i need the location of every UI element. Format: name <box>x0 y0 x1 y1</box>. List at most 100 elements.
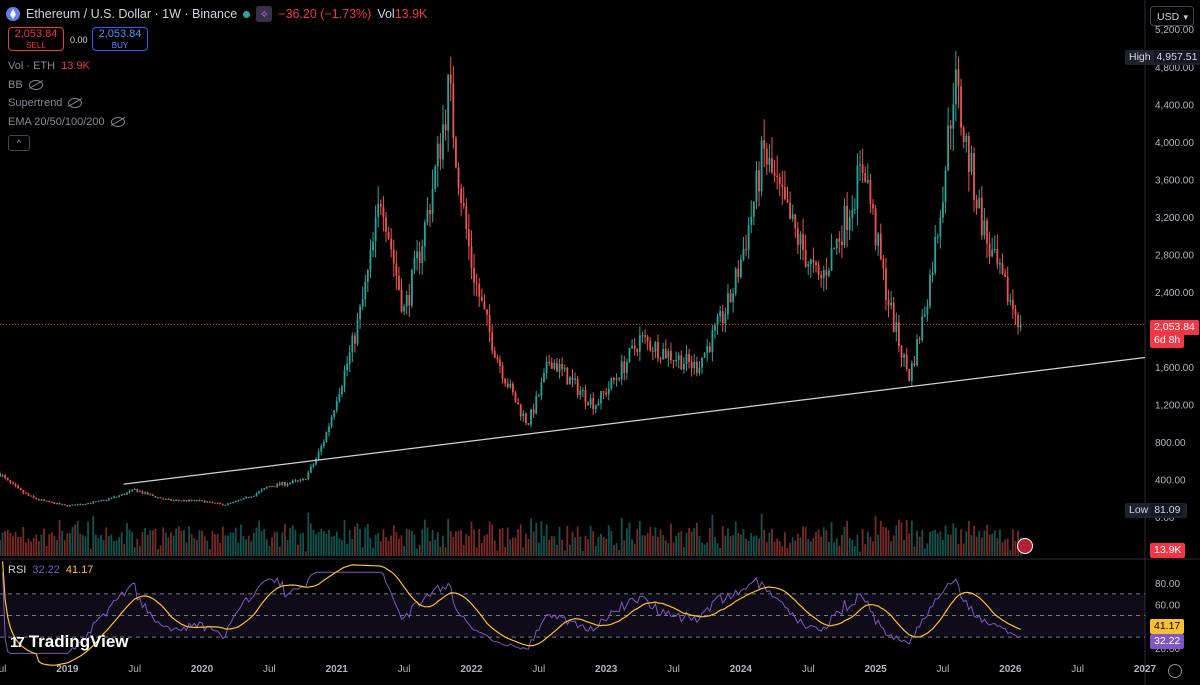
volume-bar <box>486 534 488 556</box>
volume-bar <box>960 529 962 556</box>
collapse-indicators-button[interactable]: ^ <box>8 135 30 151</box>
candle-body <box>467 228 470 247</box>
candle-body <box>410 269 413 306</box>
volume-bar <box>45 546 48 556</box>
volume-bar <box>778 541 781 556</box>
candle-body <box>185 500 188 502</box>
candle-body <box>385 217 387 232</box>
candle-body <box>983 220 986 236</box>
x-tick-label: 2019 <box>56 664 79 675</box>
volume-bar <box>19 537 22 556</box>
volume-bar <box>69 533 71 556</box>
candle-body <box>991 250 994 257</box>
candle-body <box>449 74 452 84</box>
candle-body <box>58 503 61 505</box>
indicator-volume-value: 13.9K <box>61 60 90 72</box>
volume-bar <box>859 551 861 556</box>
volume-bar <box>1001 542 1004 556</box>
volume-bar <box>688 527 690 556</box>
volume-bar <box>110 534 113 556</box>
x-tick-label: 2021 <box>326 664 349 675</box>
hidden-eye-icon[interactable] <box>28 80 43 90</box>
candle-body <box>504 378 507 384</box>
volume-bar <box>177 525 180 556</box>
tradingview-logo[interactable]: 17 TradingView <box>10 632 129 652</box>
indicator-bb[interactable]: BB <box>8 79 43 91</box>
x-tick-label: 2023 <box>595 664 618 675</box>
candle-body <box>701 357 703 368</box>
sell-button[interactable]: 2,053.84 SELL <box>8 27 64 51</box>
volume-bar <box>530 518 532 556</box>
indicator-volume[interactable]: Vol · ETH 13.9K <box>8 60 90 72</box>
volume-bar <box>579 536 582 556</box>
vol-label: Vol <box>377 7 395 21</box>
volume-bar <box>449 531 452 556</box>
volume-bar <box>506 527 509 556</box>
buy-button[interactable]: 2,053.84 BUY <box>92 27 148 51</box>
volume-bar <box>747 540 750 556</box>
volume-bar <box>936 533 939 556</box>
indicator-volume-label: Vol · ETH <box>8 60 56 72</box>
candle-body <box>216 502 219 504</box>
volume-bar <box>776 538 779 556</box>
volume-bar <box>172 535 175 556</box>
candle-body <box>866 179 869 183</box>
volume-bar <box>25 542 27 556</box>
volume-bar <box>390 535 393 556</box>
volume-bar <box>532 531 535 556</box>
candle-body <box>281 482 284 485</box>
candle-body <box>206 501 209 503</box>
volume-bar <box>802 526 804 556</box>
volume-bar <box>680 531 683 556</box>
volume-bar <box>50 532 53 556</box>
candle-body <box>558 364 561 372</box>
candle-body <box>151 494 154 496</box>
volume-bar <box>452 536 455 556</box>
market-status-icon <box>243 10 251 18</box>
volume-bar <box>527 538 530 556</box>
volume-bar <box>545 524 548 556</box>
settings-icon[interactable] <box>1168 664 1182 678</box>
volume-bar <box>312 529 315 556</box>
candle-body <box>164 498 167 500</box>
hidden-eye-icon[interactable] <box>110 117 125 127</box>
volume-bar <box>999 529 1001 556</box>
candle-body <box>35 497 38 500</box>
candle-body <box>105 499 108 501</box>
candle-body <box>856 165 859 210</box>
candle-body <box>201 500 203 502</box>
rsi-ma-tag: 41.17 <box>1150 619 1185 634</box>
us-flag-icon[interactable] <box>1017 538 1033 554</box>
indicator-ema[interactable]: EMA 20/50/100/200 <box>8 116 125 128</box>
currency-select[interactable]: USD <box>1150 6 1194 27</box>
x-tick-label: Jul <box>128 664 141 675</box>
candle-body <box>695 361 698 373</box>
candle-body <box>302 479 304 481</box>
volume-bar <box>144 527 146 556</box>
candle-body <box>434 166 437 189</box>
volume-bar <box>677 532 680 556</box>
candle-body <box>882 259 885 269</box>
candle-body <box>499 359 501 366</box>
volume-bar <box>457 530 460 556</box>
volume-bar <box>76 520 79 556</box>
candle-body <box>931 272 934 276</box>
volume-bar <box>183 530 185 556</box>
rsi-header[interactable]: RSI 32.22 41.17 <box>8 564 93 576</box>
volume-bar <box>216 534 219 556</box>
candle-body <box>400 289 403 312</box>
volume-bar <box>942 539 944 556</box>
candle-body <box>408 294 411 306</box>
sparkle-icon[interactable]: ✧ <box>256 6 273 22</box>
volume-bar <box>742 529 745 556</box>
candle-body <box>315 458 317 465</box>
volume-bar <box>716 543 719 556</box>
volume-bar <box>48 534 51 556</box>
volume-bar <box>260 531 263 556</box>
hidden-eye-icon[interactable] <box>68 98 83 108</box>
price-change: −36.20 (−1.73%) <box>278 7 372 21</box>
indicator-supertrend[interactable]: Supertrend <box>8 97 83 109</box>
volume-bar <box>537 542 540 556</box>
symbol-title[interactable]: Ethereum / U.S. Dollar · 1W · Binance <box>26 7 238 21</box>
